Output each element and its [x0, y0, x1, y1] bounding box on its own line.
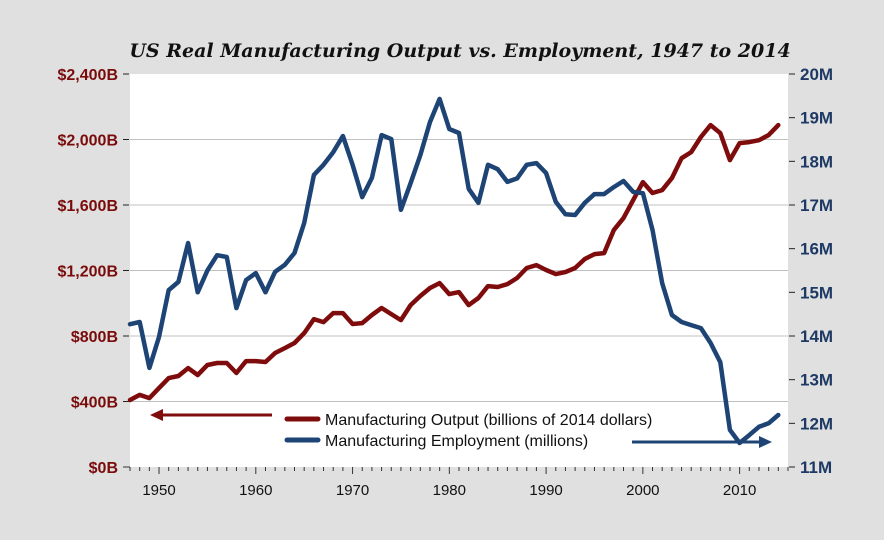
right-tick-label: 20M — [800, 65, 833, 84]
x-axis: 1950 1960 1970 1980 1990 2000 2010 — [123, 466, 789, 499]
legend: Manufacturing Output (billions of 2014 d… — [150, 409, 772, 450]
employment-line — [127, 96, 781, 446]
series-group — [127, 96, 781, 446]
left-tick-label: $2,400B — [58, 67, 119, 84]
chart-title: US Real Manufacturing Output vs. Employm… — [129, 40, 790, 62]
right-tick-label: 17M — [800, 196, 833, 215]
right-tick-label: 12M — [800, 414, 833, 433]
x-tick-label: 1970 — [336, 482, 369, 499]
output-line — [127, 122, 781, 403]
gridlines — [130, 139, 788, 402]
x-tick-label: 2000 — [626, 482, 659, 499]
right-tick-label: 16M — [800, 240, 833, 259]
left-axis: $0B $400B $800B $1,200B $1,600B $2,000B $2,400… — [58, 67, 129, 477]
right-tick-label: 19M — [800, 109, 833, 128]
legend-label-output: Manufacturing Output (billions of 2014 d… — [325, 412, 652, 429]
left-tick-label: $800B — [71, 329, 118, 346]
legend-label-employment: Manufacturing Employment (millions) — [325, 433, 588, 450]
left-tick-label: $0B — [89, 460, 118, 477]
x-tick-label: 1950 — [142, 482, 175, 499]
right-axis-arrow-icon — [632, 436, 772, 448]
right-tick-label: 15M — [800, 283, 833, 302]
right-tick-label: 18M — [800, 152, 833, 171]
x-tick-label: 2010 — [723, 482, 756, 499]
x-tick-label: 1980 — [433, 482, 466, 499]
left-tick-label: $2,000B — [58, 133, 119, 150]
right-axis: 11M 12M 13M 14M 15M 16M 17M 18M 19M 20M — [789, 65, 833, 477]
x-tick-label: 1960 — [239, 482, 272, 499]
right-tick-label: 14M — [800, 327, 833, 346]
right-tick-label: 11M — [800, 458, 832, 477]
left-tick-label: $1,200B — [58, 264, 119, 281]
left-tick-label: $1,600B — [58, 198, 119, 215]
left-tick-label: $400B — [71, 395, 118, 412]
x-tick-label: 1990 — [529, 482, 562, 499]
left-axis-arrow-icon — [150, 409, 272, 421]
right-tick-label: 13M — [800, 371, 833, 390]
